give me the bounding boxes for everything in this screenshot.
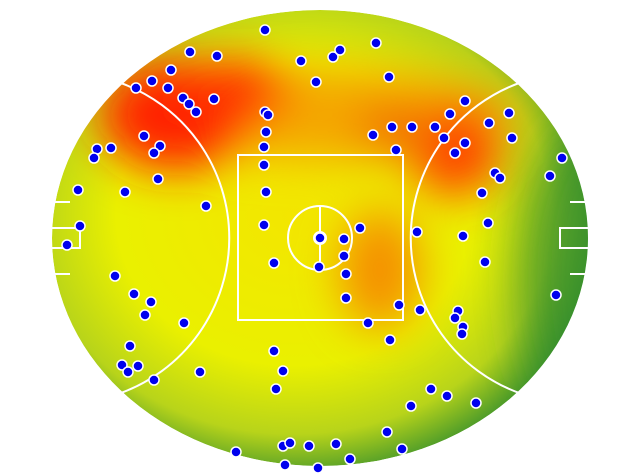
point bbox=[162, 82, 174, 94]
point bbox=[268, 345, 280, 357]
point bbox=[230, 446, 242, 458]
point bbox=[279, 459, 291, 471]
point bbox=[340, 292, 352, 304]
point bbox=[183, 98, 195, 110]
point bbox=[441, 390, 453, 402]
point bbox=[128, 288, 140, 300]
point bbox=[295, 55, 307, 67]
point bbox=[138, 130, 150, 142]
point bbox=[152, 173, 164, 185]
point bbox=[406, 121, 418, 133]
point bbox=[470, 397, 482, 409]
point bbox=[262, 109, 274, 121]
point bbox=[148, 147, 160, 159]
point bbox=[303, 440, 315, 452]
point bbox=[312, 462, 324, 474]
point bbox=[284, 437, 296, 449]
field-lines bbox=[52, 81, 588, 395]
point bbox=[258, 141, 270, 153]
point bbox=[479, 256, 491, 268]
point bbox=[190, 106, 202, 118]
point bbox=[165, 64, 177, 76]
point bbox=[260, 186, 272, 198]
point bbox=[411, 226, 423, 238]
point bbox=[327, 51, 339, 63]
point bbox=[370, 37, 382, 49]
point bbox=[132, 360, 144, 372]
point bbox=[386, 121, 398, 133]
point bbox=[119, 186, 131, 198]
point bbox=[61, 239, 73, 251]
point bbox=[259, 24, 271, 36]
point bbox=[340, 268, 352, 280]
point bbox=[334, 44, 346, 56]
point bbox=[330, 438, 342, 450]
point bbox=[258, 219, 270, 231]
point bbox=[354, 222, 366, 234]
point bbox=[449, 312, 461, 324]
point bbox=[457, 230, 469, 242]
point bbox=[146, 75, 158, 87]
point bbox=[184, 46, 196, 58]
point bbox=[270, 383, 282, 395]
point bbox=[556, 152, 568, 164]
point bbox=[456, 328, 468, 340]
point bbox=[200, 200, 212, 212]
point bbox=[405, 400, 417, 412]
point bbox=[148, 374, 160, 386]
point bbox=[130, 82, 142, 94]
point bbox=[425, 383, 437, 395]
point bbox=[381, 426, 393, 438]
point bbox=[383, 71, 395, 83]
point bbox=[503, 107, 515, 119]
point bbox=[74, 220, 86, 232]
point bbox=[544, 170, 556, 182]
point bbox=[260, 126, 272, 138]
point bbox=[338, 250, 350, 262]
point bbox=[139, 309, 151, 321]
point bbox=[277, 365, 289, 377]
point bbox=[367, 129, 379, 141]
point bbox=[393, 299, 405, 311]
point bbox=[313, 261, 325, 273]
point bbox=[344, 453, 356, 465]
point bbox=[390, 144, 402, 156]
point bbox=[414, 304, 426, 316]
point bbox=[444, 108, 456, 120]
point bbox=[449, 147, 461, 159]
point bbox=[268, 257, 280, 269]
point bbox=[429, 121, 441, 133]
point bbox=[145, 296, 157, 308]
point bbox=[194, 366, 206, 378]
point bbox=[178, 317, 190, 329]
point bbox=[396, 443, 408, 455]
point bbox=[494, 172, 506, 184]
point bbox=[459, 95, 471, 107]
point bbox=[124, 340, 136, 352]
point bbox=[109, 270, 121, 282]
point bbox=[362, 317, 374, 329]
point bbox=[506, 132, 518, 144]
point bbox=[476, 187, 488, 199]
point bbox=[550, 289, 562, 301]
point bbox=[384, 334, 396, 346]
point bbox=[72, 184, 84, 196]
point bbox=[459, 137, 471, 149]
point bbox=[208, 93, 220, 105]
point bbox=[483, 117, 495, 129]
point bbox=[438, 132, 450, 144]
point bbox=[211, 50, 223, 62]
point bbox=[310, 76, 322, 88]
point bbox=[314, 232, 326, 244]
point bbox=[105, 142, 117, 154]
point bbox=[482, 217, 494, 229]
point bbox=[258, 159, 270, 171]
point bbox=[88, 152, 100, 164]
point bbox=[338, 233, 350, 245]
point bbox=[122, 366, 134, 378]
